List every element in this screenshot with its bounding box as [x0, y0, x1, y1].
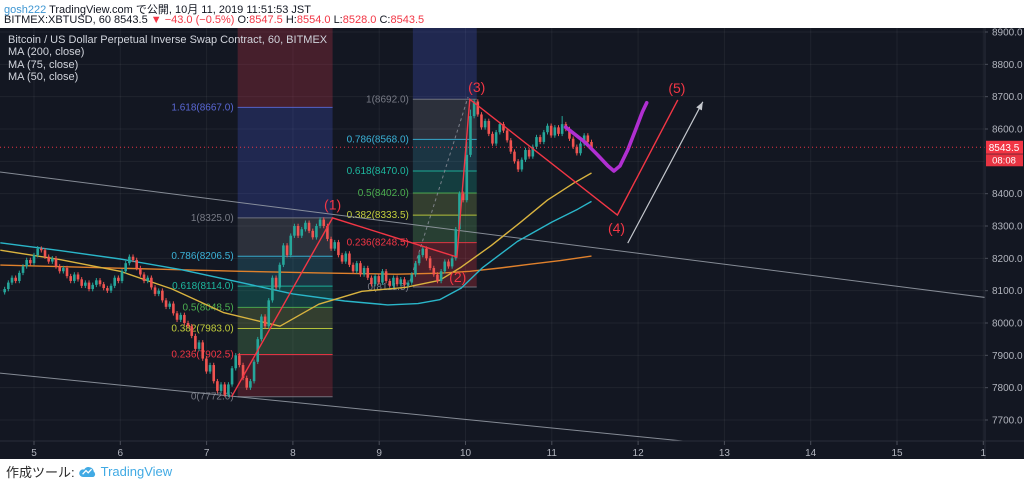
candlestick-series: [3, 99, 593, 398]
fib-band: [237, 286, 333, 308]
price-tick-label: 8800.0: [992, 60, 1023, 71]
fib-level-label: 0.382(8333.5): [347, 210, 409, 221]
price-scale[interactable]: 8900.0 8800.0 8700.0 8600.0 8400.0 8300.0 8200…: [985, 28, 1023, 426]
wave-label-2: (2): [449, 269, 466, 285]
username-link[interactable]: gosh222: [4, 4, 47, 16]
publication-header: gosh222 TradingView.com で公開, 10月 11, 201…: [0, 0, 1024, 28]
time-tick-label: 6: [118, 448, 124, 459]
low-value: 8528.0: [342, 14, 377, 26]
time-tick-label: 15: [891, 448, 903, 459]
fib-band: [412, 171, 477, 194]
fib-band: [412, 28, 477, 100]
change-value: −43.0 (−0.5%): [164, 14, 235, 26]
last-price: 8543.5: [114, 14, 148, 26]
time-tick-label: 13: [719, 448, 731, 459]
wave-label-1: (1): [324, 197, 341, 213]
fib-level-label: 0.618(8114.0): [172, 281, 234, 292]
time-tick-label: 1: [981, 448, 987, 459]
countdown-badge-text: 08:08: [992, 155, 1016, 166]
fib-band: [237, 28, 333, 108]
fib-level-label: 1(8325.0): [191, 213, 234, 224]
fib-level-label: 0.382(7983.0): [171, 323, 233, 334]
wave-label-5: (5): [668, 80, 685, 96]
wave-label-4: (4): [608, 220, 625, 236]
tradingview-cloud-icon: [78, 467, 95, 478]
last-price-badge-text: 8543.5: [989, 143, 1020, 154]
time-tick-label: 14: [805, 448, 817, 459]
fib-band: [237, 307, 333, 329]
down-arrow-icon: ▼: [150, 14, 162, 26]
price-tick-label: 8400.0: [992, 189, 1023, 200]
tradingview-brand-link[interactable]: TradingView: [100, 464, 173, 479]
close-value: 8543.5: [390, 14, 425, 26]
time-scale[interactable]: 5 6 7 8 9 10 11 12 13 14 15 1: [31, 441, 987, 459]
price-tick-label: 8100.0: [992, 286, 1023, 297]
arrowhead-icon: [696, 101, 703, 111]
fib-band: [412, 99, 477, 140]
fib-level-label: 0(7772.0): [191, 392, 234, 403]
fib-band: [237, 107, 333, 218]
chart-svg[interactable]: 0(7772.0)0.236(7902.5)0.382(7983.0)0.5(8…: [0, 28, 1024, 459]
tool-label: 作成ツール:: [6, 465, 75, 480]
price-tick-label: 8300.0: [992, 221, 1023, 232]
fib-level-label: 0(8111.5): [368, 282, 409, 293]
fib-level-label: 0.618(8470.0): [347, 166, 409, 177]
fib-level-label: 0.5(8048.5): [183, 302, 234, 313]
close-label: C:: [379, 14, 391, 26]
fib-level-label: 0.5(8402.0): [358, 188, 409, 199]
price-tick-label: 7900.0: [992, 351, 1023, 362]
time-tick-label: 9: [376, 448, 382, 459]
time-tick-label: 5: [31, 448, 37, 459]
price-tick-label: 8600.0: [992, 124, 1023, 135]
open-value: 8547.5: [249, 14, 283, 26]
grid: [0, 28, 985, 441]
price-tick-label: 8700.0: [992, 92, 1023, 103]
high-value: 8554.0: [296, 14, 331, 26]
time-tick-label: 8: [290, 448, 296, 459]
low-label: L:: [333, 14, 343, 26]
ma-50-line: [0, 172, 592, 327]
ma-75-line: [0, 200, 592, 306]
channel-lower-trendline: [0, 372, 688, 441]
fib-level-label: 1.618(8667.0): [171, 102, 233, 113]
ma-200-line: [0, 255, 592, 275]
channel-upper-trendline: [0, 171, 985, 298]
price-tick-label: 7800.0: [992, 383, 1023, 394]
countdown-badge: [986, 154, 1023, 167]
fib-band: [237, 328, 333, 355]
time-tick-label: 12: [633, 448, 645, 459]
time-tick-label: 10: [460, 448, 472, 459]
fib-level-label: 1(8692.0): [366, 94, 409, 105]
projected-rally-arrow: [627, 101, 704, 244]
fib-level-label: 0.786(8568.0): [347, 134, 409, 145]
time-tick-label: 7: [204, 448, 210, 459]
byline: gosh222 TradingView.com で公開, 10月 11, 201…: [4, 1, 311, 17]
open-label: O:: [237, 14, 250, 26]
high-label: H:: [285, 14, 297, 26]
last-price-badge: [986, 140, 1023, 154]
fib-band: [237, 217, 333, 257]
price-tick-label: 7700.0: [992, 415, 1023, 426]
elliott-wave-line: [230, 97, 679, 398]
price-tick-label: 8000.0: [992, 318, 1023, 329]
quote-line: BITMEX:XBTUSD, 60 8543.5 ▼ −43.0 (−0.5%)…: [4, 14, 424, 26]
price-tick-label: 8900.0: [992, 28, 1023, 39]
attribution-footer: 作成ツール: TradingView: [0, 459, 1024, 484]
fib-retracement-wave3: 0(8111.5) 0.236(8248.5) 0.382(8333.5) 0.5(8…: [347, 28, 477, 293]
symbol-interval: BITMEX:XBTUSD, 60: [4, 14, 111, 26]
fib-level-label: 0.786(8206.5): [171, 251, 233, 262]
wave-label-3: (3): [468, 79, 485, 95]
chart-canvas[interactable]: 0(7772.0)0.236(7902.5)0.382(7983.0)0.5(8…: [0, 28, 1024, 459]
plot-area[interactable]: 0(7772.0)0.236(7902.5)0.382(7983.0)0.5(8…: [0, 28, 990, 448]
projected-pullback-curve: [563, 101, 649, 173]
price-tick-label: 8200.0: [992, 254, 1023, 265]
fib-level-label: 0.236(8248.5): [347, 238, 409, 249]
time-tick-label: 11: [547, 448, 558, 459]
byline-text: TradingView.com で公開, 10月 11, 2019 11:51:…: [46, 4, 311, 16]
